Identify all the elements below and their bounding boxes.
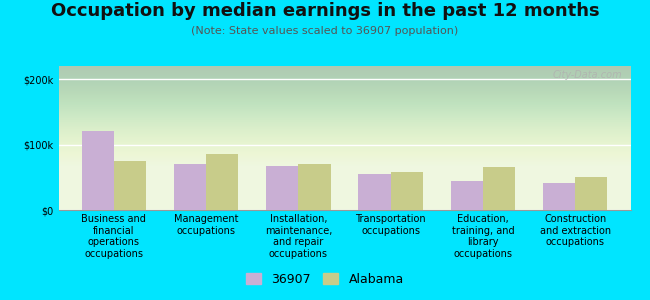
Bar [391, 172, 423, 210]
Bar [114, 161, 146, 210]
Bar [450, 181, 483, 210]
Bar [266, 166, 298, 210]
Text: City-Data.com: City-Data.com [552, 70, 622, 80]
Bar [358, 174, 391, 210]
Bar [543, 182, 575, 210]
Bar [81, 131, 114, 210]
Bar [575, 177, 608, 210]
Legend: 36907, Alabama: 36907, Alabama [241, 268, 409, 291]
Text: Occupation by median earnings in the past 12 months: Occupation by median earnings in the pas… [51, 2, 599, 20]
Bar [206, 154, 239, 210]
Bar [174, 164, 206, 210]
Text: (Note: State values scaled to 36907 population): (Note: State values scaled to 36907 popu… [191, 26, 459, 35]
Bar [483, 167, 515, 210]
Bar [298, 164, 331, 210]
